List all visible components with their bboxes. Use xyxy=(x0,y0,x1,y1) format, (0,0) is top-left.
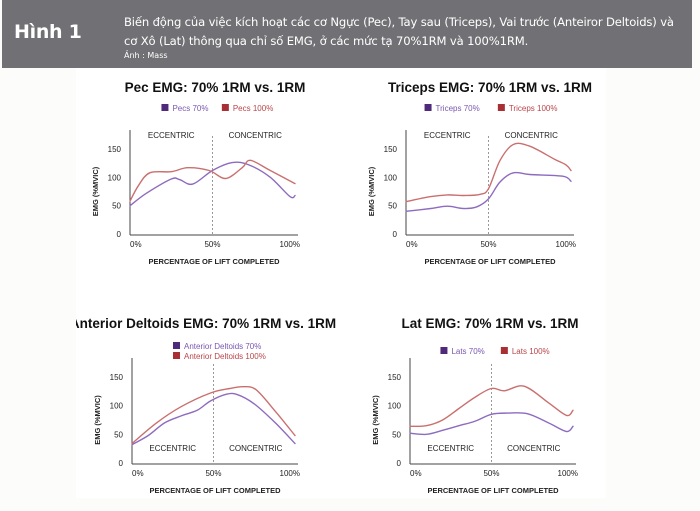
y-tick-label: 50 xyxy=(112,202,121,211)
phase-label-concentric: CONCENTRIC xyxy=(505,131,559,140)
x-tick-label: 100% xyxy=(280,240,300,249)
y-tick-label: 150 xyxy=(108,145,122,154)
legend-label: Lats 70% xyxy=(451,347,484,356)
x-axis-label: PERCENTAGE OF LIFT COMPLETED xyxy=(148,257,280,266)
x-tick-label: 0% xyxy=(132,469,144,478)
x-tick-label: 50% xyxy=(204,240,220,249)
x-tick-label: 50% xyxy=(483,469,499,478)
y-axis-label: EMG (%MVIC) xyxy=(367,166,376,216)
legend-label: Triceps 100% xyxy=(509,104,558,113)
figure-label: Hình 1 xyxy=(14,21,82,43)
charts-canvas: Pec EMG: 70% 1RM vs. 1RM Pecs 70% Pecs 100… xyxy=(76,80,592,495)
x-tick-label: 0% xyxy=(130,240,142,249)
y-tick-label: 50 xyxy=(392,430,401,439)
legend-label: Pecs 100% xyxy=(233,104,273,113)
y-tick-label: 0 xyxy=(117,230,122,239)
legend-swatch xyxy=(173,352,180,359)
phase-label-concentric: CONCENTRIC xyxy=(229,131,283,140)
legend-label: Anterior Deltoids 100% xyxy=(184,352,266,361)
legend-swatch xyxy=(500,347,508,354)
x-tick-label: 0% xyxy=(406,240,418,249)
y-tick-label: 150 xyxy=(388,373,402,382)
x-tick-label: 50% xyxy=(205,469,221,478)
series-line-70 xyxy=(131,392,296,446)
series-line-100 xyxy=(409,385,574,428)
phase-label-concentric: CONCENTRIC xyxy=(229,444,283,453)
legend-swatch xyxy=(173,342,180,349)
chart-panel-3: Lat EMG: 70% 1RM vs. 1RM Lats 70% Lats 100… xyxy=(371,316,579,495)
phase-label-eccentric: ECCENTRIC xyxy=(148,131,195,140)
x-axis-label: PERCENTAGE OF LIFT COMPLETED xyxy=(149,486,281,495)
y-axis-label: EMG (%MVIC) xyxy=(93,395,102,445)
x-tick-label: 0% xyxy=(410,469,422,478)
legend-label: Anterior Deltoids 70% xyxy=(184,342,261,351)
chart-panel-2: Anterior Deltoids EMG: 70% 1RM vs. 1RM An… xyxy=(76,316,336,495)
series-line-100 xyxy=(131,385,296,445)
x-tick-label: 100% xyxy=(280,469,300,478)
chart-figure: Pec EMG: 70% 1RM vs. 1RM Pecs 70% Pecs 100… xyxy=(76,68,606,498)
series-line-100 xyxy=(405,142,572,203)
y-tick-label: 100 xyxy=(108,173,122,182)
x-tick-label: 100% xyxy=(558,469,578,478)
y-axis-label: EMG (%MVIC) xyxy=(371,395,380,445)
y-tick-label: 100 xyxy=(388,402,402,411)
legend-swatch xyxy=(424,104,432,111)
legend-label: Pecs 70% xyxy=(172,104,208,113)
y-tick-label: 150 xyxy=(384,145,398,154)
legend-label: Lats 100% xyxy=(512,347,550,356)
chart-title: Pec EMG: 70% 1RM vs. 1RM xyxy=(125,80,306,95)
legend-label: Triceps 70% xyxy=(436,104,480,113)
series-line-70 xyxy=(409,412,574,436)
legend-swatch xyxy=(221,104,229,111)
y-tick-label: 150 xyxy=(110,373,124,382)
chart-panel-1: Triceps EMG: 70% 1RM vs. 1RM Triceps 70% T… xyxy=(367,80,592,266)
legend-swatch xyxy=(161,104,169,111)
x-tick-label: 100% xyxy=(556,240,576,249)
x-tick-label: 50% xyxy=(480,240,496,249)
y-tick-label: 50 xyxy=(114,430,123,439)
series-line-100 xyxy=(129,159,296,202)
image-credit: Ảnh : Mass xyxy=(124,51,168,60)
y-tick-label: 100 xyxy=(384,173,398,182)
chart-title: Triceps EMG: 70% 1RM vs. 1RM xyxy=(388,80,592,95)
phase-label-eccentric: ECCENTRIC xyxy=(424,131,471,140)
chart-panel-0: Pec EMG: 70% 1RM vs. 1RM Pecs 70% Pecs 100… xyxy=(91,80,305,266)
y-tick-label: 0 xyxy=(397,459,402,468)
y-tick-label: 0 xyxy=(393,230,398,239)
chart-title: Lat EMG: 70% 1RM vs. 1RM xyxy=(401,316,578,331)
phase-label-eccentric: ECCENTRIC xyxy=(427,444,474,453)
legend-swatch xyxy=(440,347,448,354)
y-tick-label: 0 xyxy=(119,459,124,468)
chart-title: Anterior Deltoids EMG: 70% 1RM vs. 1RM xyxy=(76,316,336,331)
series-line-70 xyxy=(405,171,572,212)
legend-swatch xyxy=(497,104,505,111)
figure-header: Hình 1 Biến động của việc kích hoạt các … xyxy=(2,0,692,68)
figure-caption: Biến động của việc kích hoạt các cơ Ngực… xyxy=(124,15,674,48)
y-tick-label: 100 xyxy=(110,402,124,411)
series-line-70 xyxy=(129,161,296,207)
x-axis-label: PERCENTAGE OF LIFT COMPLETED xyxy=(427,486,559,495)
x-axis-label: PERCENTAGE OF LIFT COMPLETED xyxy=(424,257,556,266)
phase-label-concentric: CONCENTRIC xyxy=(507,444,561,453)
y-tick-label: 50 xyxy=(388,202,397,211)
y-axis-label: EMG (%MVIC) xyxy=(91,166,100,216)
phase-label-eccentric: ECCENTRIC xyxy=(149,444,196,453)
